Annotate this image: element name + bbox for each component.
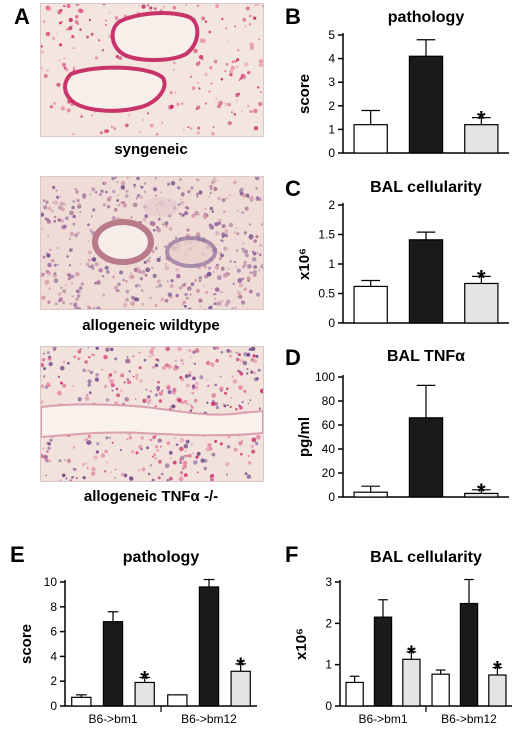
chart-b-significance-marker: * [477, 107, 486, 132]
chart-f-bar [431, 673, 450, 707]
chart-c-ytick-label: 1 [328, 257, 335, 271]
chart-e-group-label: B6->bm12 [181, 712, 237, 726]
chart-f-group-label: B6->bm12 [441, 712, 497, 726]
chart-e-significance-marker: * [236, 653, 245, 678]
chart-e-ytick-label: 4 [50, 649, 57, 663]
chart-d-ytick-label: 80 [322, 394, 336, 408]
chart-d-ytick-label: 40 [322, 442, 336, 456]
chart-f-significance-marker: * [407, 641, 416, 666]
panel-letter-f: F [285, 542, 299, 567]
chart-e-group-label: B6->bm1 [88, 712, 137, 726]
micrograph-allogeneic-tnfa-knockout [40, 346, 264, 482]
panel-letter-e: E [10, 542, 25, 567]
chart-b-ytick-label: 5 [328, 28, 335, 42]
chart-d-ytick-label: 20 [322, 466, 336, 480]
chart-d-title: BAL TNFα [387, 348, 465, 365]
chart-f-ytick-label: 0 [325, 699, 332, 713]
caption-syngeneic: syngeneic [114, 141, 188, 158]
chart-f-bar [459, 602, 479, 707]
chart-d-ytick-label: 100 [315, 370, 335, 384]
chart-e-bar [71, 696, 92, 707]
chart-b-ytick-label: 3 [328, 75, 335, 89]
chart-c-ytick-label: 0 [328, 316, 335, 330]
chart-e-title: pathology [123, 549, 200, 566]
chart-c-bar [353, 285, 388, 324]
chart-c-ytick-label: 0.5 [318, 287, 335, 301]
chart-e-bar [198, 586, 220, 707]
chart-b-ytick-label: 2 [328, 99, 335, 113]
chart-f-title: BAL cellularity [370, 549, 482, 566]
chart-b-ylabel: score [296, 74, 313, 114]
chart-b-bar [464, 124, 499, 154]
micrograph-syngeneic [40, 3, 264, 137]
chart-d-bar [408, 417, 444, 498]
chart-b-ytick-label: 0 [328, 146, 335, 160]
chart-d-ylabel: pg/ml [296, 417, 313, 457]
chart-f-ytick-label: 2 [325, 616, 332, 630]
chart-d-significance-marker: * [477, 479, 486, 504]
chart-d-ytick-label: 60 [322, 418, 336, 432]
panel-letter-c: C [285, 176, 301, 201]
chart-c-ytick-label: 1.5 [318, 228, 335, 242]
panel-letter-a: A [14, 4, 30, 29]
chart-c-ytick-label: 2 [328, 198, 335, 212]
chart-f-group-label: B6->bm1 [358, 712, 407, 726]
chart-f-bar [345, 681, 364, 707]
chart-c-bar [408, 239, 444, 324]
caption-allogeneic-wildtype: allogeneic wildtype [82, 317, 220, 334]
chart-e-ytick-label: 8 [50, 600, 57, 614]
chart-f-ytick-label: 1 [325, 658, 332, 672]
micrograph-allogeneic-wildtype [40, 176, 264, 310]
chart-f-ylabel: x10⁶ [293, 628, 310, 660]
chart-b-bar [408, 55, 444, 154]
chart-c-title: BAL cellularity [370, 179, 482, 196]
chart-e-ytick-label: 6 [50, 625, 57, 639]
chart-d-ytick-label: 0 [328, 490, 335, 504]
chart-c-ylabel: x10⁶ [296, 248, 313, 280]
panel-letter-b: B [285, 4, 301, 29]
chart-f-bar [402, 658, 421, 707]
chart-e-ylabel: score [18, 624, 35, 664]
chart-e-ytick-label: 2 [50, 674, 57, 688]
caption-allogeneic-tnfa-knockout: allogeneic TNFα -/- [83, 488, 219, 505]
chart-e-bar [167, 694, 188, 707]
chart-e-significance-marker: * [140, 666, 149, 691]
chart-b-bar [353, 124, 388, 154]
chart-f-significance-marker: * [493, 657, 502, 682]
chart-e-ytick-label: 0 [50, 699, 57, 713]
chart-f-ytick-label: 3 [325, 575, 332, 589]
chart-d-bar [353, 491, 388, 498]
chart-f-bar [373, 616, 393, 707]
chart-b-ytick-label: 4 [328, 52, 335, 66]
chart-e-ytick-label: 10 [44, 575, 58, 589]
panel-letter-d: D [285, 345, 301, 370]
chart-c-significance-marker: * [477, 265, 486, 290]
chart-b-ytick-label: 1 [328, 122, 335, 136]
chart-e-bar [102, 621, 124, 707]
chart-b-title: pathology [388, 9, 465, 26]
